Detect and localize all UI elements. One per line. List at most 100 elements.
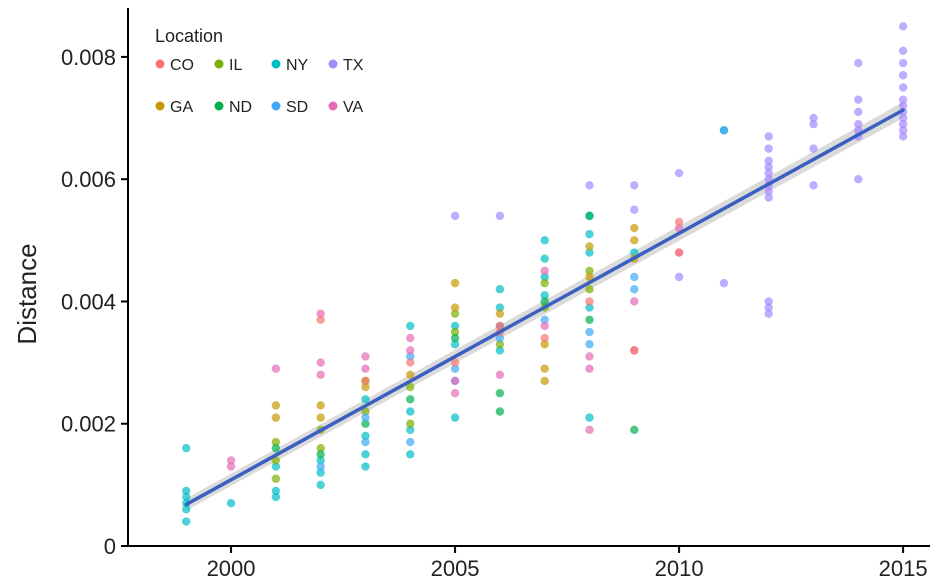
point-va [450, 388, 460, 398]
point-ny [226, 499, 236, 508]
legend-label: GA [170, 99, 193, 116]
point-ga [540, 364, 549, 373]
point-il [406, 419, 415, 428]
point-va [406, 346, 415, 355]
point-va [361, 364, 370, 373]
point-va [316, 358, 325, 367]
point-va [271, 364, 281, 373]
point-tx [854, 58, 863, 68]
trend-line [184, 108, 905, 507]
x-ticks: 2000 2005 2010 2015 [207, 546, 928, 581]
point-sd [450, 364, 460, 373]
point-tx [630, 181, 639, 190]
point-co [361, 376, 370, 386]
legend-swatch [328, 101, 338, 111]
point-va [450, 376, 460, 386]
point-il [540, 278, 549, 288]
point-co [316, 315, 325, 324]
point-ny [450, 340, 460, 349]
point-ga [585, 242, 594, 251]
point-ny [406, 425, 415, 435]
point-sd [361, 437, 370, 447]
point-sd [406, 352, 415, 361]
point-nd [585, 315, 594, 324]
legend-label: NY [286, 57, 309, 74]
point-ny [361, 395, 370, 404]
point-ny [406, 321, 415, 331]
point-ny [271, 486, 281, 496]
point-tx [674, 272, 684, 282]
x-tick-label: 2015 [879, 556, 928, 581]
point-co [674, 248, 684, 257]
point-ga [316, 401, 325, 410]
point-sd [585, 327, 594, 337]
point-il [271, 474, 281, 483]
legend-swatch [214, 101, 224, 111]
point-co [540, 333, 549, 343]
point-tx [764, 193, 773, 202]
point-ny [450, 321, 460, 331]
point-tx [764, 156, 773, 166]
legend-swatch [155, 101, 165, 111]
point-nd [450, 333, 460, 343]
y-tick-label: 0.004 [61, 289, 116, 314]
point-ga [316, 413, 325, 422]
point-nd [540, 297, 549, 306]
point-ga [540, 376, 549, 386]
point-tx [898, 113, 908, 123]
point-va [585, 425, 594, 435]
legend-swatch [328, 59, 338, 69]
legend-label: TX [343, 57, 364, 74]
point-nd [630, 425, 639, 435]
point-ny [361, 431, 370, 441]
point-ny [182, 492, 191, 502]
trend-line-group [184, 108, 905, 507]
point-tx [450, 211, 460, 221]
point-il [585, 266, 594, 276]
point-ga [495, 309, 505, 318]
point-ga [271, 401, 281, 410]
legend-swatch [214, 59, 224, 69]
point-ny [495, 346, 505, 355]
point-il [271, 456, 281, 465]
point-il [450, 327, 460, 337]
point-il [271, 437, 281, 447]
legend-entries: CO IL NY TX GA ND SD VA [155, 57, 364, 116]
x-tick-label: 2005 [431, 556, 480, 581]
y-tick-label: 0.008 [61, 45, 116, 70]
point-ny [361, 462, 370, 471]
point-tx [764, 162, 773, 172]
point-sd [719, 126, 729, 135]
point-sd [316, 462, 325, 471]
point-ny [585, 413, 594, 422]
point-ny [540, 236, 549, 245]
point-va [495, 370, 505, 380]
legend-entry-sd: SD [271, 99, 308, 116]
point-tx [809, 181, 818, 190]
point-ny [495, 285, 505, 294]
point-co [450, 358, 460, 367]
y-tick-label: 0 [104, 534, 116, 559]
point-ga [271, 413, 281, 422]
legend-swatch [271, 101, 281, 111]
point-il [361, 407, 370, 416]
point-ga [406, 370, 415, 380]
legend-entry-ny: NY [271, 57, 309, 74]
point-sd [585, 340, 594, 349]
legend-entry-il: IL [214, 57, 242, 74]
point-tx [898, 46, 908, 55]
point-tx [809, 144, 818, 153]
point-ny [585, 230, 594, 239]
point-ny [450, 413, 460, 422]
point-sd [495, 333, 505, 343]
point-ny [271, 492, 281, 502]
legend-entry-nd: ND [214, 99, 252, 116]
legend-label: IL [229, 57, 242, 74]
point-nd [495, 407, 505, 416]
point-ny [540, 291, 549, 300]
point-tx [764, 132, 773, 141]
point-tx [898, 22, 908, 31]
point-va [630, 297, 639, 306]
point-va [406, 333, 415, 343]
